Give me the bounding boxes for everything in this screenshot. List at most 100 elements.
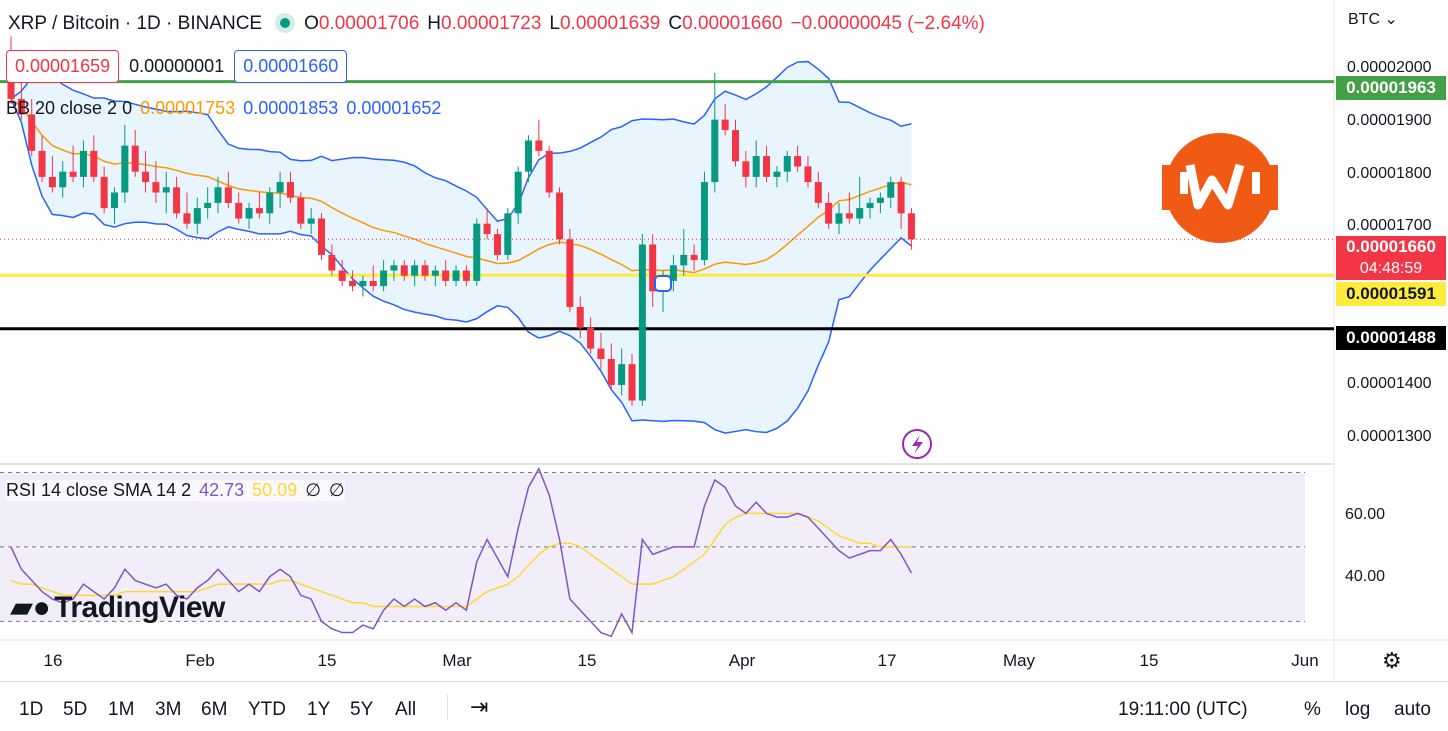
market-status-icon[interactable]	[280, 17, 291, 28]
candle-body	[514, 171, 522, 214]
range-5d[interactable]: 5D	[63, 699, 88, 720]
currency-selector[interactable]: BTC ⌄	[1348, 9, 1398, 29]
range-6m[interactable]: 6M	[201, 699, 228, 720]
last-price-tag[interactable]: 0.00001660 04:48:59	[1336, 236, 1446, 280]
candle-body	[649, 244, 657, 292]
candle	[421, 260, 429, 281]
buy-button[interactable]: 0.00001660	[234, 50, 348, 83]
time-axis-label: 16	[43, 651, 63, 670]
candle-body	[328, 254, 336, 271]
candle	[680, 228, 688, 276]
candle	[907, 208, 915, 250]
range-5y[interactable]: 5Y	[350, 699, 374, 720]
candle	[142, 150, 150, 193]
symbol-title[interactable]: XRP / Bitcoin · 1D · BINANCE	[8, 13, 263, 34]
rsi-axis-label: 60.00	[1345, 506, 1386, 523]
candle	[856, 176, 864, 224]
range-ytd[interactable]: YTD	[248, 699, 286, 720]
open-value: 0.00001706	[318, 13, 420, 34]
candle-body	[752, 156, 760, 177]
time-axis-label: Feb	[185, 651, 215, 670]
yellow-line-price-tag[interactable]: 0.00001591	[1336, 282, 1446, 306]
candle-body	[576, 306, 584, 328]
candle	[380, 260, 388, 292]
sell-button[interactable]: 0.00001659	[6, 50, 120, 83]
candle	[825, 192, 833, 229]
time-axis-label: 15	[577, 651, 597, 670]
rsi-name[interactable]: RSI 14 close SMA 14 2	[6, 480, 192, 500]
candle	[587, 317, 595, 354]
chevron-down-icon: ⌄	[1384, 11, 1398, 28]
rsi-legend[interactable]: RSI 14 close SMA 14 2 42.73 50.09 ∅ ∅	[6, 480, 345, 501]
time-axis-label: May	[1002, 651, 1036, 670]
bollinger-legend[interactable]: BB 20 close 2 0 0.00001753 0.00001853 0.000…	[6, 98, 441, 119]
tradingview-wordmark: TradingView	[54, 591, 225, 624]
utc-clock[interactable]: 19:11:00 (UTC)	[1118, 699, 1248, 720]
brand-logo[interactable]	[1162, 133, 1278, 243]
candle	[328, 244, 336, 276]
price-axis-label: 0.00001400	[1347, 375, 1432, 392]
range-1m[interactable]: 1M	[108, 699, 135, 720]
candle-body	[876, 197, 884, 203]
price-axis-label: 0.00002000	[1347, 59, 1432, 76]
candle-body	[131, 145, 139, 172]
auto-toggle[interactable]: auto	[1394, 699, 1431, 720]
candle-body	[452, 270, 460, 281]
low-label: L	[549, 13, 560, 34]
range-all[interactable]: All	[395, 699, 417, 720]
candle	[752, 140, 760, 188]
candle-body	[866, 202, 874, 209]
candle	[887, 176, 895, 209]
candle	[214, 176, 222, 214]
range-1y[interactable]: 1Y	[307, 699, 331, 720]
candle-body	[235, 202, 243, 219]
candle	[152, 161, 160, 203]
tradingview-logo[interactable]: ▰● TradingView	[10, 590, 225, 625]
candle-body	[173, 187, 181, 214]
candle-body	[618, 364, 626, 385]
candle	[162, 171, 170, 214]
candle-body	[825, 202, 833, 224]
price-axis-label: 0.00001800	[1347, 165, 1432, 182]
settings-gear-icon[interactable]: ⚙	[1382, 648, 1402, 673]
black-line-price-tag[interactable]: 0.00001488	[1336, 326, 1446, 350]
last-price-value: 0.00001660	[1346, 237, 1436, 256]
candle	[845, 192, 853, 224]
candle-body	[566, 239, 574, 307]
candle-body	[690, 254, 698, 261]
percent-toggle[interactable]: %	[1304, 699, 1321, 720]
candle	[804, 156, 812, 188]
candle	[618, 348, 626, 396]
candle-body	[814, 182, 822, 203]
candle-body	[245, 208, 253, 219]
green-line-price-tag[interactable]: 0.00001963	[1336, 76, 1446, 100]
range-1d[interactable]: 1D	[19, 699, 44, 720]
bollinger-basis-value: 0.00001753	[140, 98, 236, 118]
candle	[483, 208, 491, 240]
bollinger-name[interactable]: BB 20 close 2 0	[6, 98, 133, 118]
candle	[276, 171, 284, 209]
candle-body	[607, 358, 615, 385]
candle	[721, 104, 729, 136]
candle-body	[111, 192, 118, 209]
candle-body	[431, 270, 439, 276]
candle	[628, 353, 636, 406]
candle	[38, 135, 46, 183]
candle-body	[473, 223, 481, 281]
candle	[835, 202, 843, 235]
range-3m[interactable]: 3M	[155, 699, 182, 720]
candle	[607, 343, 615, 391]
candle	[369, 265, 377, 292]
candle-body	[587, 327, 595, 349]
candle-body	[628, 364, 636, 401]
go-to-date-icon[interactable]: ⇥	[470, 694, 489, 719]
candle-body	[318, 218, 325, 255]
candle	[452, 265, 460, 287]
candle-body	[7, 78, 15, 99]
date-range-divider	[447, 694, 448, 720]
bar-countdown: 04:48:59	[1359, 260, 1423, 277]
candle-body	[680, 254, 688, 266]
log-toggle[interactable]: log	[1345, 699, 1371, 720]
rsi-extra-2: ∅	[328, 480, 345, 500]
